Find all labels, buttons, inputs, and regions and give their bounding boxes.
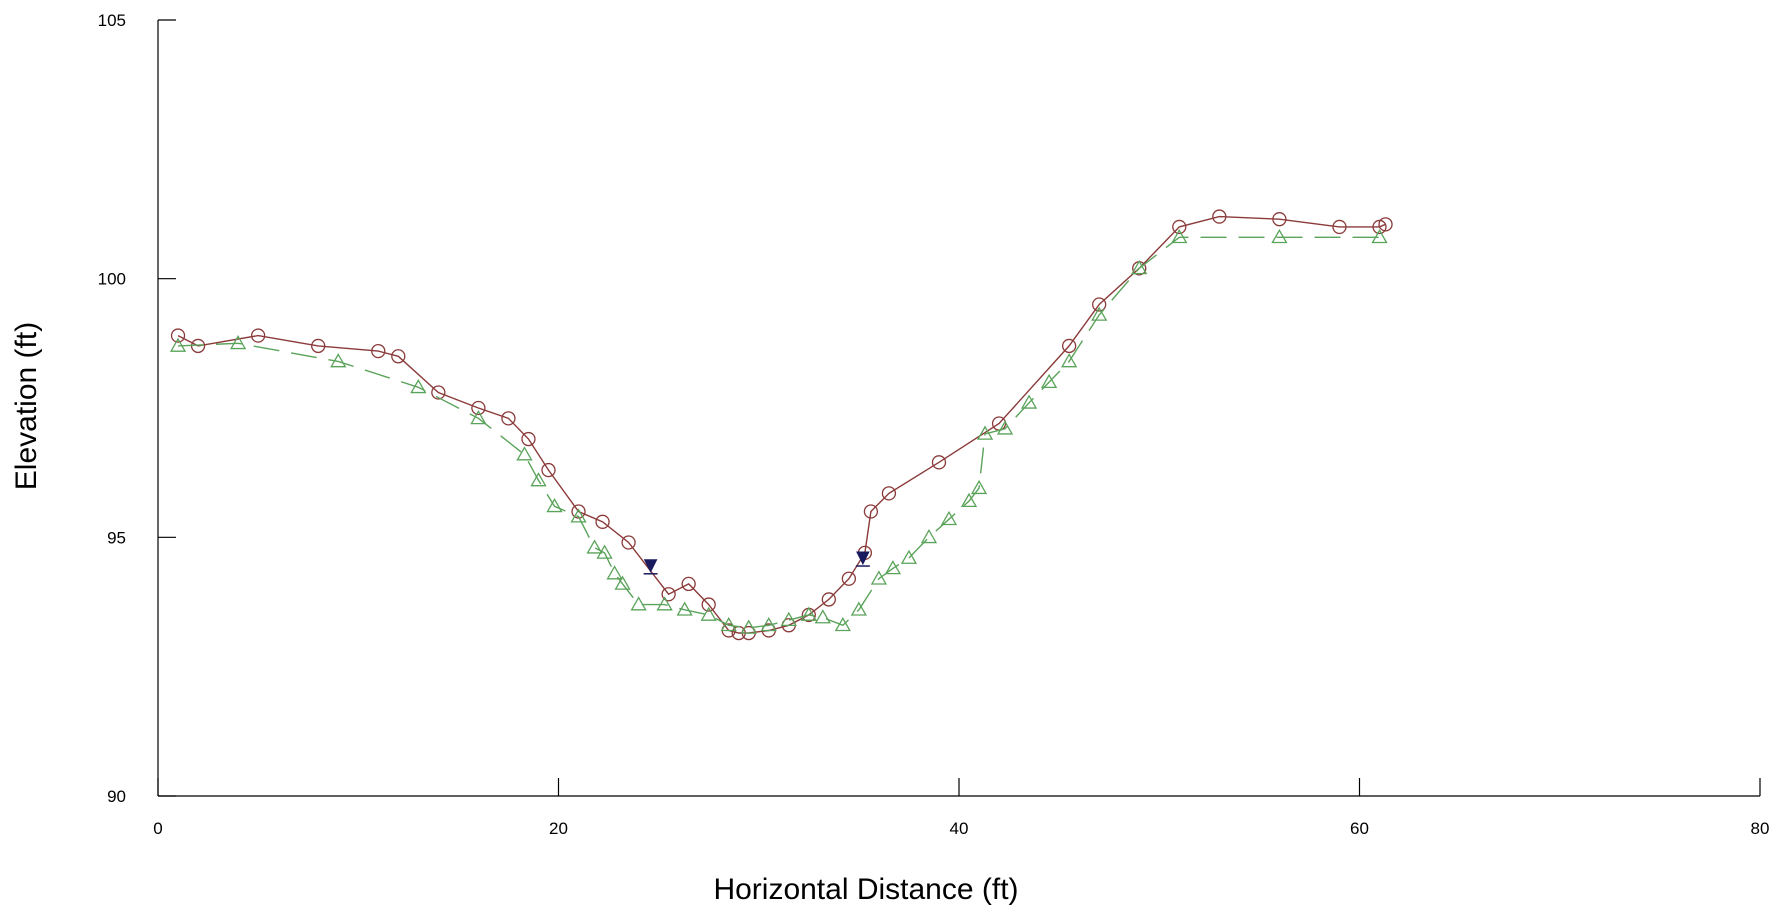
data-point [780, 611, 797, 627]
data-point [1378, 217, 1393, 232]
x-axis-title: Horizontal Distance (ft) [713, 873, 1018, 906]
y-tick-label: 90 [107, 787, 126, 806]
series-layer [169, 209, 1393, 641]
data-point [661, 587, 676, 602]
data-point [940, 510, 958, 526]
data-point [760, 616, 777, 632]
x-tick-label: 40 [950, 819, 969, 838]
y-tick-label: 105 [98, 11, 126, 30]
x-tick-label: 20 [549, 819, 568, 838]
series-2 [169, 228, 1388, 634]
data-point [814, 609, 831, 624]
data-point [850, 601, 867, 616]
data-point [800, 606, 817, 621]
data-point [330, 353, 347, 368]
data-point [700, 606, 717, 621]
data-point [471, 400, 486, 416]
data-point [1371, 228, 1388, 244]
data-point [169, 337, 187, 352]
y-tick-label: 95 [107, 528, 126, 547]
data-point [1372, 219, 1387, 235]
y-axis-title: Elevation (ft) [10, 322, 43, 490]
y-ticks: 90 95 100 105 [98, 11, 176, 806]
data-point [170, 328, 186, 343]
data-point [881, 486, 897, 501]
series-1 [170, 209, 1393, 641]
data-point [676, 601, 693, 616]
data-point [1172, 219, 1187, 235]
x-tick-label: 60 [1350, 819, 1369, 838]
water-surface-marker [643, 559, 658, 573]
data-point [1272, 212, 1287, 227]
data-point [546, 497, 563, 513]
data-point [431, 385, 446, 400]
data-point [821, 592, 836, 607]
data-point [371, 343, 386, 359]
data-point [570, 508, 587, 523]
data-point [530, 472, 547, 487]
series-line [177, 236, 1380, 629]
data-point [391, 349, 406, 364]
data-point [595, 514, 610, 529]
data-point [900, 549, 918, 564]
data-point [740, 619, 757, 634]
data-point [841, 571, 857, 586]
axes [157, 20, 1760, 797]
x-tick-label: 0 [153, 819, 162, 838]
data-point [250, 328, 266, 343]
data-point [1061, 353, 1078, 368]
data-point [1171, 228, 1188, 244]
data-point [516, 446, 533, 461]
data-point [229, 335, 247, 350]
data-point [470, 410, 487, 425]
data-point [596, 544, 613, 559]
data-point [1212, 209, 1227, 224]
x-ticks: 0 20 40 60 80 [153, 778, 1769, 838]
data-point [1040, 373, 1058, 389]
data-point [586, 539, 603, 554]
data-point [656, 596, 673, 611]
x-tick-label: 80 [1751, 819, 1770, 838]
data-point [863, 504, 879, 519]
data-point [1091, 306, 1108, 321]
data-point [521, 431, 536, 447]
data-point [606, 565, 623, 580]
data-point [701, 597, 716, 612]
data-point [1092, 297, 1107, 312]
data-point [410, 378, 427, 394]
data-point [931, 455, 947, 470]
series-line [177, 215, 1386, 634]
data-point [884, 560, 902, 575]
data-point [960, 492, 978, 508]
marker-layer [643, 551, 870, 575]
data-point [976, 425, 994, 440]
data-point [970, 479, 988, 495]
data-point [870, 570, 888, 585]
data-point [681, 576, 696, 592]
data-point [834, 616, 851, 632]
data-point [1061, 338, 1077, 354]
data-point [1131, 260, 1148, 275]
water-surface-marker [856, 551, 870, 566]
data-point [920, 529, 938, 544]
y-tick-label: 100 [98, 270, 126, 289]
data-point [621, 535, 636, 550]
data-point [541, 462, 556, 478]
data-point [1332, 219, 1347, 235]
data-point [720, 616, 737, 632]
data-point [501, 411, 516, 426]
data-point [630, 596, 647, 611]
data-point [614, 575, 631, 590]
data-point [311, 338, 326, 354]
data-point [996, 420, 1014, 435]
data-point [1271, 228, 1288, 244]
data-point [1020, 394, 1038, 409]
